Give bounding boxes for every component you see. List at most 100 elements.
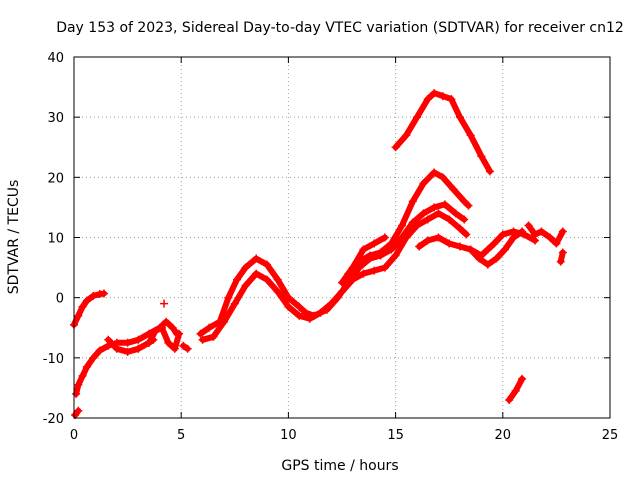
data-point <box>537 227 546 236</box>
series-seg-late-neg <box>505 374 527 404</box>
data-point <box>492 254 501 263</box>
data-point <box>460 197 469 206</box>
y-tick-label: 0 <box>56 292 64 307</box>
data-point <box>464 201 473 210</box>
series-seg-late-right <box>524 221 567 248</box>
data-point <box>205 323 214 332</box>
series-seg-small-b <box>179 341 192 353</box>
data-point <box>89 353 98 362</box>
data-point <box>530 230 539 239</box>
data-point <box>273 287 282 296</box>
data-point <box>198 335 207 344</box>
data-point <box>284 302 293 311</box>
data-point <box>196 329 205 338</box>
data-point <box>387 239 396 248</box>
data-point <box>295 311 304 320</box>
x-tick-label: 0 <box>70 428 78 443</box>
data-point <box>391 251 400 260</box>
data-point <box>179 341 188 350</box>
data-point <box>183 344 192 353</box>
data-point <box>445 239 454 248</box>
series-seg-mid-13 <box>338 233 389 287</box>
data-point <box>168 323 177 332</box>
x-tick-label: 20 <box>495 428 512 443</box>
data-point <box>241 263 250 272</box>
data-point <box>460 215 469 224</box>
data-point <box>430 89 439 98</box>
x-tick-label: 5 <box>177 428 185 443</box>
data-point <box>483 260 492 269</box>
data-point <box>449 185 458 194</box>
data-point <box>338 278 346 287</box>
data-point <box>500 245 509 254</box>
data-point <box>430 168 439 177</box>
data-point <box>545 233 554 242</box>
data-point <box>262 260 271 269</box>
y-tick-label: 10 <box>47 232 64 247</box>
data-point <box>157 323 166 332</box>
data-point <box>151 326 160 335</box>
data-point <box>498 230 507 239</box>
data-point <box>505 395 514 404</box>
data-point <box>558 227 567 236</box>
data-point <box>518 374 527 383</box>
data-point <box>455 224 464 233</box>
data-point <box>230 299 239 308</box>
data-point <box>423 95 432 104</box>
data-point <box>305 314 314 323</box>
data-point <box>524 221 533 230</box>
data-point <box>134 344 143 353</box>
data-point <box>220 317 229 326</box>
data-point <box>511 386 520 395</box>
y-tick-label: 20 <box>47 171 64 186</box>
data-point <box>170 344 179 353</box>
data-point <box>134 335 143 344</box>
data-point <box>365 251 374 260</box>
data-point <box>558 248 567 257</box>
data-point <box>316 308 325 317</box>
x-axis-label: GPS time / hours <box>281 458 398 474</box>
data-point <box>455 242 464 251</box>
data-point <box>89 291 98 300</box>
series-track <box>71 290 107 328</box>
data-point <box>232 275 241 284</box>
data-point <box>391 143 400 152</box>
data-point <box>82 296 91 305</box>
data-point <box>518 227 527 236</box>
y-axis-label: SDTVAR / TECUs <box>6 180 22 295</box>
series-track <box>392 90 493 175</box>
series-seg-isolated <box>160 299 169 308</box>
data-point <box>370 239 379 248</box>
x-tick-label: 25 <box>602 428 619 443</box>
series-seg-late-drop <box>556 248 567 266</box>
data-point <box>82 362 91 371</box>
data-point <box>413 113 422 122</box>
data-point <box>359 269 368 278</box>
data-point <box>402 131 411 140</box>
series-seg-arc-lower <box>198 209 471 344</box>
y-tick-label: 30 <box>47 111 64 126</box>
data-point <box>241 281 250 290</box>
data-point <box>552 239 561 248</box>
data-point <box>445 215 454 224</box>
tick-layer: 0 5 10 15 20 25 -20 -10 0 10 20 30 40 <box>43 51 619 443</box>
data-point <box>451 209 460 218</box>
data-point <box>175 329 184 338</box>
data-point <box>423 236 432 245</box>
data-layer <box>70 89 567 419</box>
y-tick-label: 40 <box>47 51 64 66</box>
data-point <box>413 221 422 230</box>
data-point <box>490 239 499 248</box>
data-point <box>74 311 83 320</box>
data-point <box>78 302 87 311</box>
data-point <box>408 197 417 206</box>
data-point <box>164 338 173 347</box>
data-point <box>123 338 132 347</box>
y-tick-label: -20 <box>43 412 64 427</box>
data-point <box>434 233 443 242</box>
data-point <box>419 179 428 188</box>
data-point <box>359 245 368 254</box>
data-point <box>440 200 449 209</box>
data-point <box>209 332 218 341</box>
data-point <box>162 317 171 326</box>
